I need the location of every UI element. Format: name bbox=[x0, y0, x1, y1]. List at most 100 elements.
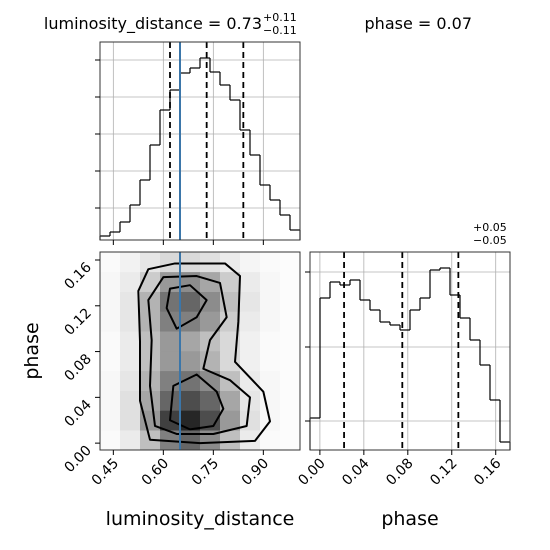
density-cell bbox=[140, 390, 161, 411]
density-cell bbox=[200, 370, 221, 391]
density-cell bbox=[120, 410, 141, 431]
x-tick-label: 0.12 bbox=[427, 456, 460, 489]
density-cell bbox=[160, 370, 181, 391]
density-cell bbox=[280, 311, 301, 332]
contour bbox=[169, 373, 225, 431]
x-tick-label: 0.60 bbox=[139, 456, 172, 489]
density-cell bbox=[240, 370, 261, 391]
density-cell bbox=[120, 331, 141, 352]
contour bbox=[165, 284, 208, 330]
density-cell bbox=[260, 331, 281, 352]
y-tick-label: 0.16 bbox=[61, 259, 94, 292]
density-cell bbox=[200, 430, 221, 451]
density-cell bbox=[200, 410, 221, 431]
density-cell bbox=[280, 291, 301, 312]
density-cell bbox=[120, 370, 141, 391]
title-upper: +0.11 bbox=[263, 11, 297, 24]
density-cell bbox=[100, 271, 121, 292]
axes-frame bbox=[99, 41, 301, 241]
density-cell bbox=[280, 410, 301, 431]
density-cell bbox=[180, 390, 201, 411]
density-cell bbox=[180, 410, 201, 431]
density-cell bbox=[160, 291, 181, 312]
density-cell bbox=[220, 271, 241, 292]
density-cell bbox=[260, 370, 281, 391]
x-tick-label: 0.16 bbox=[471, 455, 504, 488]
x-tick-label: 0.08 bbox=[383, 456, 416, 489]
density-cell bbox=[200, 311, 221, 332]
density-cell bbox=[140, 291, 161, 312]
density-cell bbox=[260, 351, 281, 372]
density-cell bbox=[280, 370, 301, 391]
contour bbox=[147, 275, 251, 435]
density-cell bbox=[200, 291, 221, 312]
density-cell bbox=[260, 430, 281, 451]
density-cell bbox=[280, 271, 301, 292]
density-cell bbox=[200, 252, 221, 273]
density-cell bbox=[200, 390, 221, 411]
axes-frame bbox=[309, 251, 511, 451]
density-cell bbox=[280, 390, 301, 411]
density-cell bbox=[120, 271, 141, 292]
density-cell bbox=[240, 271, 261, 292]
density-cell bbox=[240, 291, 261, 312]
density-cell bbox=[180, 430, 201, 451]
density-cell bbox=[100, 410, 121, 431]
density-cell bbox=[160, 351, 181, 372]
density-cell bbox=[100, 351, 121, 372]
density-cell bbox=[160, 390, 181, 411]
density-cell bbox=[240, 331, 261, 352]
density-cell bbox=[120, 252, 141, 273]
density-cell bbox=[260, 291, 281, 312]
x-tick-label: 0.75 bbox=[189, 456, 222, 489]
density-cell bbox=[120, 390, 141, 411]
title-lower: −0.05 bbox=[473, 234, 507, 247]
density-cell bbox=[240, 351, 261, 372]
x-tick-label: 0.90 bbox=[239, 456, 272, 489]
density-cell bbox=[120, 311, 141, 332]
density-cell bbox=[220, 390, 241, 411]
x-axis-label: phase bbox=[381, 508, 438, 530]
density-cell bbox=[240, 252, 261, 273]
density-cell bbox=[180, 351, 201, 372]
density-cell bbox=[120, 291, 141, 312]
density-cell bbox=[100, 311, 121, 332]
density-cell bbox=[180, 271, 201, 292]
density-cell bbox=[280, 252, 301, 273]
density-cell bbox=[160, 252, 181, 273]
contour bbox=[137, 262, 271, 445]
y-tick-label: 0.04 bbox=[61, 397, 94, 430]
density-cell bbox=[280, 331, 301, 352]
density-cell bbox=[100, 390, 121, 411]
density-cell bbox=[220, 252, 241, 273]
density-cell bbox=[180, 252, 201, 273]
density-cell bbox=[220, 331, 241, 352]
panel-title: phase = 0.07 bbox=[365, 14, 472, 33]
y-tick-label: 0.00 bbox=[61, 443, 94, 476]
x-axis-label: luminosity_distance bbox=[106, 508, 295, 530]
density-cell bbox=[280, 430, 301, 451]
density-cell bbox=[140, 331, 161, 352]
density-cell bbox=[180, 291, 201, 312]
y-tick-label: 0.08 bbox=[61, 351, 94, 384]
density-cell bbox=[220, 430, 241, 451]
density-cell bbox=[120, 351, 141, 372]
density-cell bbox=[220, 351, 241, 372]
title-lower: −0.11 bbox=[263, 24, 297, 37]
density-cell bbox=[160, 331, 181, 352]
title-upper: +0.05 bbox=[473, 221, 507, 234]
density-cell bbox=[260, 271, 281, 292]
density-cell bbox=[260, 311, 281, 332]
density-cell bbox=[200, 351, 221, 372]
density-cell bbox=[180, 331, 201, 352]
density-cell bbox=[100, 430, 121, 451]
x-tick-label: 0.00 bbox=[295, 456, 328, 489]
density-cell bbox=[100, 370, 121, 391]
density-cell bbox=[220, 410, 241, 431]
density-cell bbox=[220, 311, 241, 332]
density-cell bbox=[100, 331, 121, 352]
density-cell bbox=[240, 311, 261, 332]
y-tick-label: 0.12 bbox=[61, 305, 94, 338]
density-cell bbox=[100, 252, 121, 273]
